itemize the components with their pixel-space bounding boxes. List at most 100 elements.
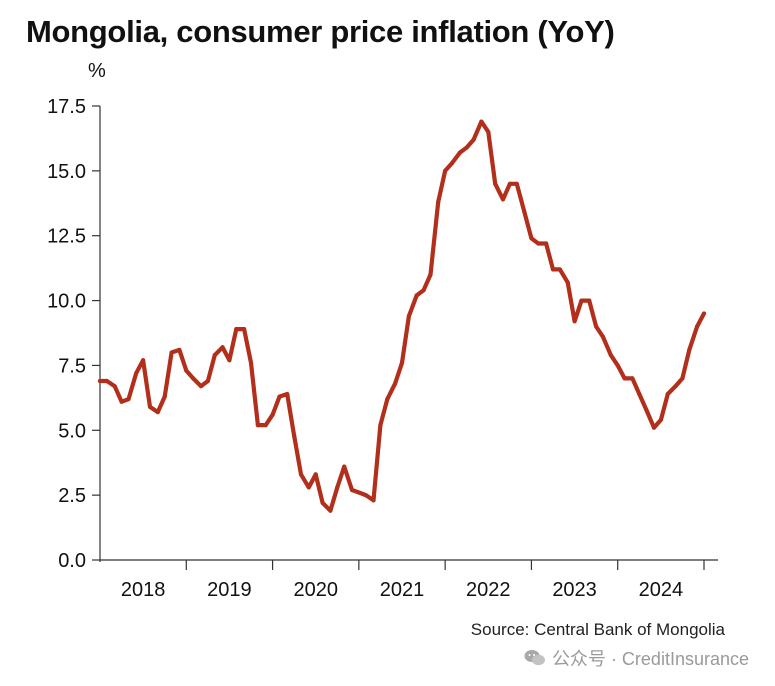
data-point: [479, 119, 484, 124]
data-point: [227, 358, 232, 363]
data-point: [263, 422, 268, 428]
x-tick-label: 2023: [552, 579, 597, 601]
x-tick-label: 2021: [380, 579, 425, 601]
data-point: [579, 298, 584, 303]
inflation-series-line: [97, 119, 707, 513]
data-point: [622, 376, 627, 381]
data-point: [191, 376, 196, 381]
data-point: [220, 345, 225, 350]
data-point: [184, 368, 189, 373]
data-point: [694, 324, 700, 329]
data-point: [644, 407, 649, 412]
data-point: [514, 181, 519, 186]
data-point: [349, 487, 355, 493]
data-point: [234, 327, 239, 332]
data-point: [342, 464, 347, 469]
y-tick-label: 15.0: [47, 161, 86, 183]
x-tick-label: 2020: [293, 579, 338, 601]
y-tick-label: 5.0: [58, 420, 86, 442]
data-point: [320, 500, 325, 506]
chart-title: Mongolia, consumer price inflation (YoY): [26, 14, 615, 49]
data-point: [306, 485, 311, 490]
data-point: [141, 358, 146, 363]
data-point: [385, 397, 390, 402]
data-point: [392, 381, 398, 386]
data-point: [486, 129, 491, 135]
data-point: [637, 391, 642, 397]
data-point: [443, 168, 448, 173]
y-tick-label: 7.5: [58, 355, 86, 377]
data-point: [651, 425, 657, 430]
data-point: [399, 360, 405, 365]
data-point: [285, 391, 290, 397]
data-point: [162, 394, 167, 399]
data-point: [292, 433, 297, 438]
data-point: [371, 498, 376, 503]
data-point: [328, 508, 333, 513]
data-point: [550, 267, 556, 272]
y-tick-label: 0.0: [58, 550, 86, 572]
x-tick-label: 2019: [207, 579, 252, 601]
source-note: Source: Central Bank of Mongolia: [470, 620, 725, 639]
data-point: [313, 472, 318, 477]
data-point: [543, 241, 549, 246]
data-point: [673, 384, 678, 389]
data-point: [658, 417, 663, 423]
data-point: [356, 490, 361, 495]
data-point: [665, 391, 670, 397]
data-point: [255, 422, 261, 428]
data-point: [449, 160, 455, 166]
y-tick-label: 12.5: [47, 226, 86, 248]
data-point: [134, 371, 139, 376]
y-tick-label: 17.5: [47, 96, 86, 118]
data-point: [507, 181, 512, 186]
data-point: [428, 272, 433, 277]
data-point: [630, 376, 635, 381]
data-point: [608, 352, 613, 358]
data-point: [248, 360, 254, 365]
data-point: [277, 394, 282, 399]
data-point: [557, 267, 563, 272]
y-tick-label: 10.0: [47, 291, 86, 313]
data-point: [298, 472, 304, 477]
data-point: [565, 280, 570, 285]
data-point: [536, 241, 541, 246]
data-point: [529, 236, 534, 241]
data-point: [522, 210, 527, 215]
data-point: [587, 298, 592, 303]
data-point: [493, 181, 498, 186]
data-point: [414, 293, 419, 298]
watermark: 公众号 · CreditInsurance: [524, 645, 749, 671]
data-point: [500, 197, 506, 202]
data-point: [457, 150, 462, 155]
data-point: [198, 384, 204, 389]
data-point: [335, 485, 340, 490]
wechat-icon: [524, 649, 546, 667]
data-point: [119, 399, 124, 404]
data-point: [378, 422, 383, 428]
y-axis-unit-label: %: [88, 60, 106, 82]
data-point: [600, 334, 606, 339]
data-point: [464, 145, 469, 150]
data-point: [471, 137, 476, 142]
y-tick-label: 2.5: [58, 485, 86, 507]
data-point: [615, 363, 620, 368]
data-point: [701, 311, 707, 316]
x-tick-label: 2022: [466, 579, 511, 601]
data-point: [177, 347, 182, 352]
data-point: [241, 327, 247, 332]
data-point: [169, 350, 174, 355]
data-point: [406, 314, 412, 319]
data-point: [104, 378, 110, 384]
data-point: [572, 319, 577, 324]
data-point: [363, 493, 368, 498]
data-point: [421, 288, 426, 293]
data-point: [594, 324, 599, 329]
data-point: [680, 376, 685, 381]
data-point: [270, 412, 275, 417]
data-point: [205, 378, 210, 384]
x-tick-label: 2024: [639, 579, 684, 601]
data-point: [147, 404, 153, 410]
watermark-text: 公众号 · CreditInsurance: [551, 649, 749, 669]
data-point: [97, 378, 103, 384]
